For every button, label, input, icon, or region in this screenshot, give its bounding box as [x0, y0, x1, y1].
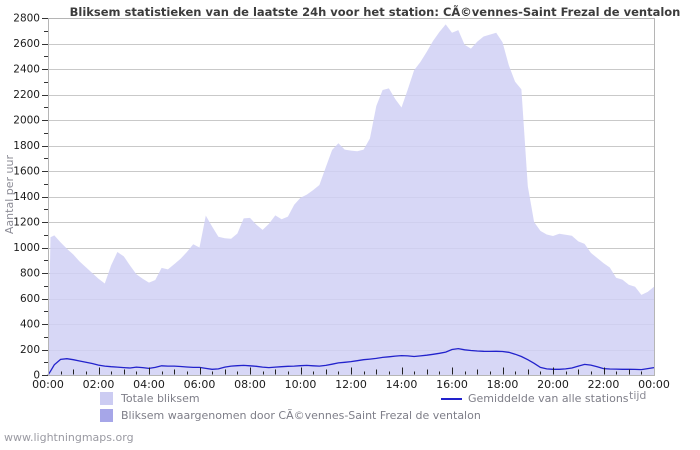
y-axis: 0 200 400 600 800 1000 1200 1400 1600 1800 2000 220… [13, 13, 48, 382]
chart-title: Bliksem statistieken van de laatste 24h … [69, 5, 681, 19]
y-tick-label: 2400 [13, 64, 40, 76]
legend-label-totale: Totale bliksem [121, 392, 200, 405]
y-tick-label: 2000 [13, 115, 40, 127]
x-tick-label: 20:00 [537, 378, 569, 391]
y-tick-label: 1400 [13, 191, 40, 203]
x-tick-label: 04:00 [133, 378, 165, 391]
y-tick-label: 1800 [13, 140, 40, 152]
series-totale-area [48, 24, 654, 376]
y-tick-label: 400 [20, 319, 40, 331]
x-tick-label: 00:00 [32, 378, 64, 391]
y-tick-label: 2600 [13, 38, 40, 50]
legend-line-gemiddelde [441, 398, 462, 400]
y-tick-label: 1600 [13, 166, 40, 178]
y-tick-label: 2800 [13, 13, 40, 25]
y-tick-label: 0 [33, 370, 40, 382]
y-tick-label: 2200 [13, 89, 40, 101]
x-tick-label: 16:00 [436, 378, 468, 391]
x-tick-label: 00:00 [638, 378, 670, 391]
y-tick-label: 200 [20, 344, 40, 356]
legend-swatch-totale [100, 392, 113, 405]
plot-border [48, 18, 655, 376]
legend-label-gemiddelde: Gemiddelde van alle stations [468, 392, 629, 405]
x-tick-label: 02:00 [83, 378, 115, 391]
y-tick-label: 1200 [13, 217, 40, 229]
x-tick-label: 18:00 [487, 378, 519, 391]
y-tick-label: 800 [20, 268, 40, 280]
legend-label-station: Bliksem waargenomen door CÃ©vennes-Saint… [121, 409, 481, 422]
x-axis-title: tijd [629, 389, 647, 402]
y-tick-label: 600 [20, 293, 40, 305]
series-gemiddelde-line [47, 347, 655, 376]
x-tick-label: 14:00 [386, 378, 418, 391]
legend-swatch-station [100, 409, 113, 422]
x-tick-label: 10:00 [285, 378, 317, 391]
x-tick-label: 12:00 [335, 378, 367, 391]
x-tick-label: 06:00 [184, 378, 216, 391]
x-tick-label: 08:00 [234, 378, 266, 391]
x-tick-label: 22:00 [588, 378, 620, 391]
y-tick-label: 1000 [13, 242, 40, 254]
x-axis: 00:00 02:00 04:00 06:00 08:00 10:00 12:00 14:00… [32, 367, 670, 391]
footer-link: www.lightningmaps.org [4, 431, 134, 444]
